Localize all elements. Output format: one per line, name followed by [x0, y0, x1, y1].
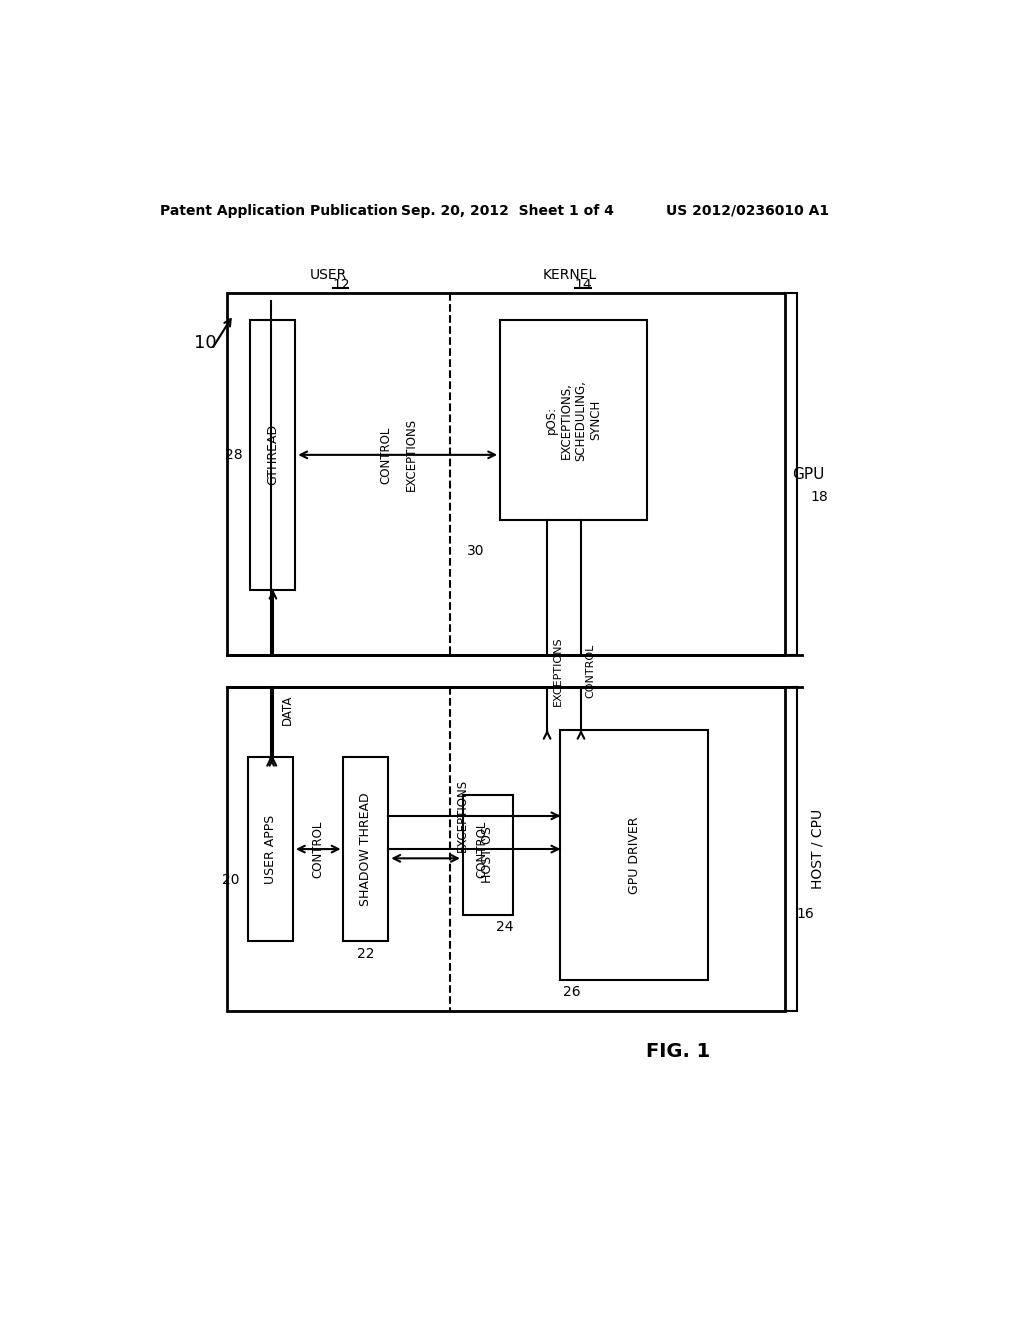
- Bar: [560, 730, 708, 979]
- Text: GTHREAD: GTHREAD: [266, 424, 280, 486]
- Text: USER: USER: [309, 268, 346, 282]
- Bar: [500, 321, 647, 520]
- Text: 14: 14: [574, 279, 593, 293]
- Text: USER APPS: USER APPS: [264, 814, 278, 883]
- Bar: [343, 756, 388, 941]
- Text: FIG. 1: FIG. 1: [646, 1041, 711, 1061]
- Text: 20: 20: [222, 873, 240, 887]
- Text: Patent Application Publication: Patent Application Publication: [160, 203, 398, 218]
- Text: GPU DRIVER: GPU DRIVER: [628, 816, 641, 894]
- Text: EXCEPTIONS: EXCEPTIONS: [457, 779, 469, 853]
- Text: KERNEL: KERNEL: [543, 268, 597, 282]
- Text: 10: 10: [195, 334, 217, 352]
- Bar: [251, 321, 295, 590]
- Text: 28: 28: [224, 447, 243, 462]
- Text: SHADOW THREAD: SHADOW THREAD: [359, 792, 373, 906]
- Text: 12: 12: [333, 279, 350, 293]
- Text: CONTROL: CONTROL: [380, 426, 392, 483]
- Bar: [463, 795, 513, 915]
- Text: EXCEPTIONS: EXCEPTIONS: [406, 418, 418, 491]
- Text: pOS:
EXCEPTIONS,
SCHEDULING,
SYNCH: pOS: EXCEPTIONS, SCHEDULING, SYNCH: [545, 380, 603, 461]
- Text: 24: 24: [497, 920, 514, 933]
- Text: CONTROL: CONTROL: [311, 821, 325, 878]
- Text: Sep. 20, 2012  Sheet 1 of 4: Sep. 20, 2012 Sheet 1 of 4: [401, 203, 614, 218]
- Text: CONTROL: CONTROL: [586, 644, 595, 698]
- Text: CONTROL: CONTROL: [476, 821, 488, 878]
- Bar: [227, 293, 785, 655]
- Text: HOST / CPU: HOST / CPU: [811, 809, 824, 890]
- Bar: [248, 756, 293, 941]
- Text: 30: 30: [467, 544, 484, 558]
- Text: 22: 22: [357, 946, 375, 961]
- Text: HOST OS: HOST OS: [481, 826, 495, 883]
- Text: DATA: DATA: [282, 694, 294, 725]
- Bar: [227, 688, 785, 1011]
- Text: 16: 16: [797, 907, 814, 921]
- Text: EXCEPTIONS: EXCEPTIONS: [553, 636, 563, 706]
- Text: 18: 18: [810, 490, 828, 504]
- Text: GPU: GPU: [793, 466, 824, 482]
- Text: 26: 26: [563, 985, 581, 999]
- Text: US 2012/0236010 A1: US 2012/0236010 A1: [667, 203, 829, 218]
